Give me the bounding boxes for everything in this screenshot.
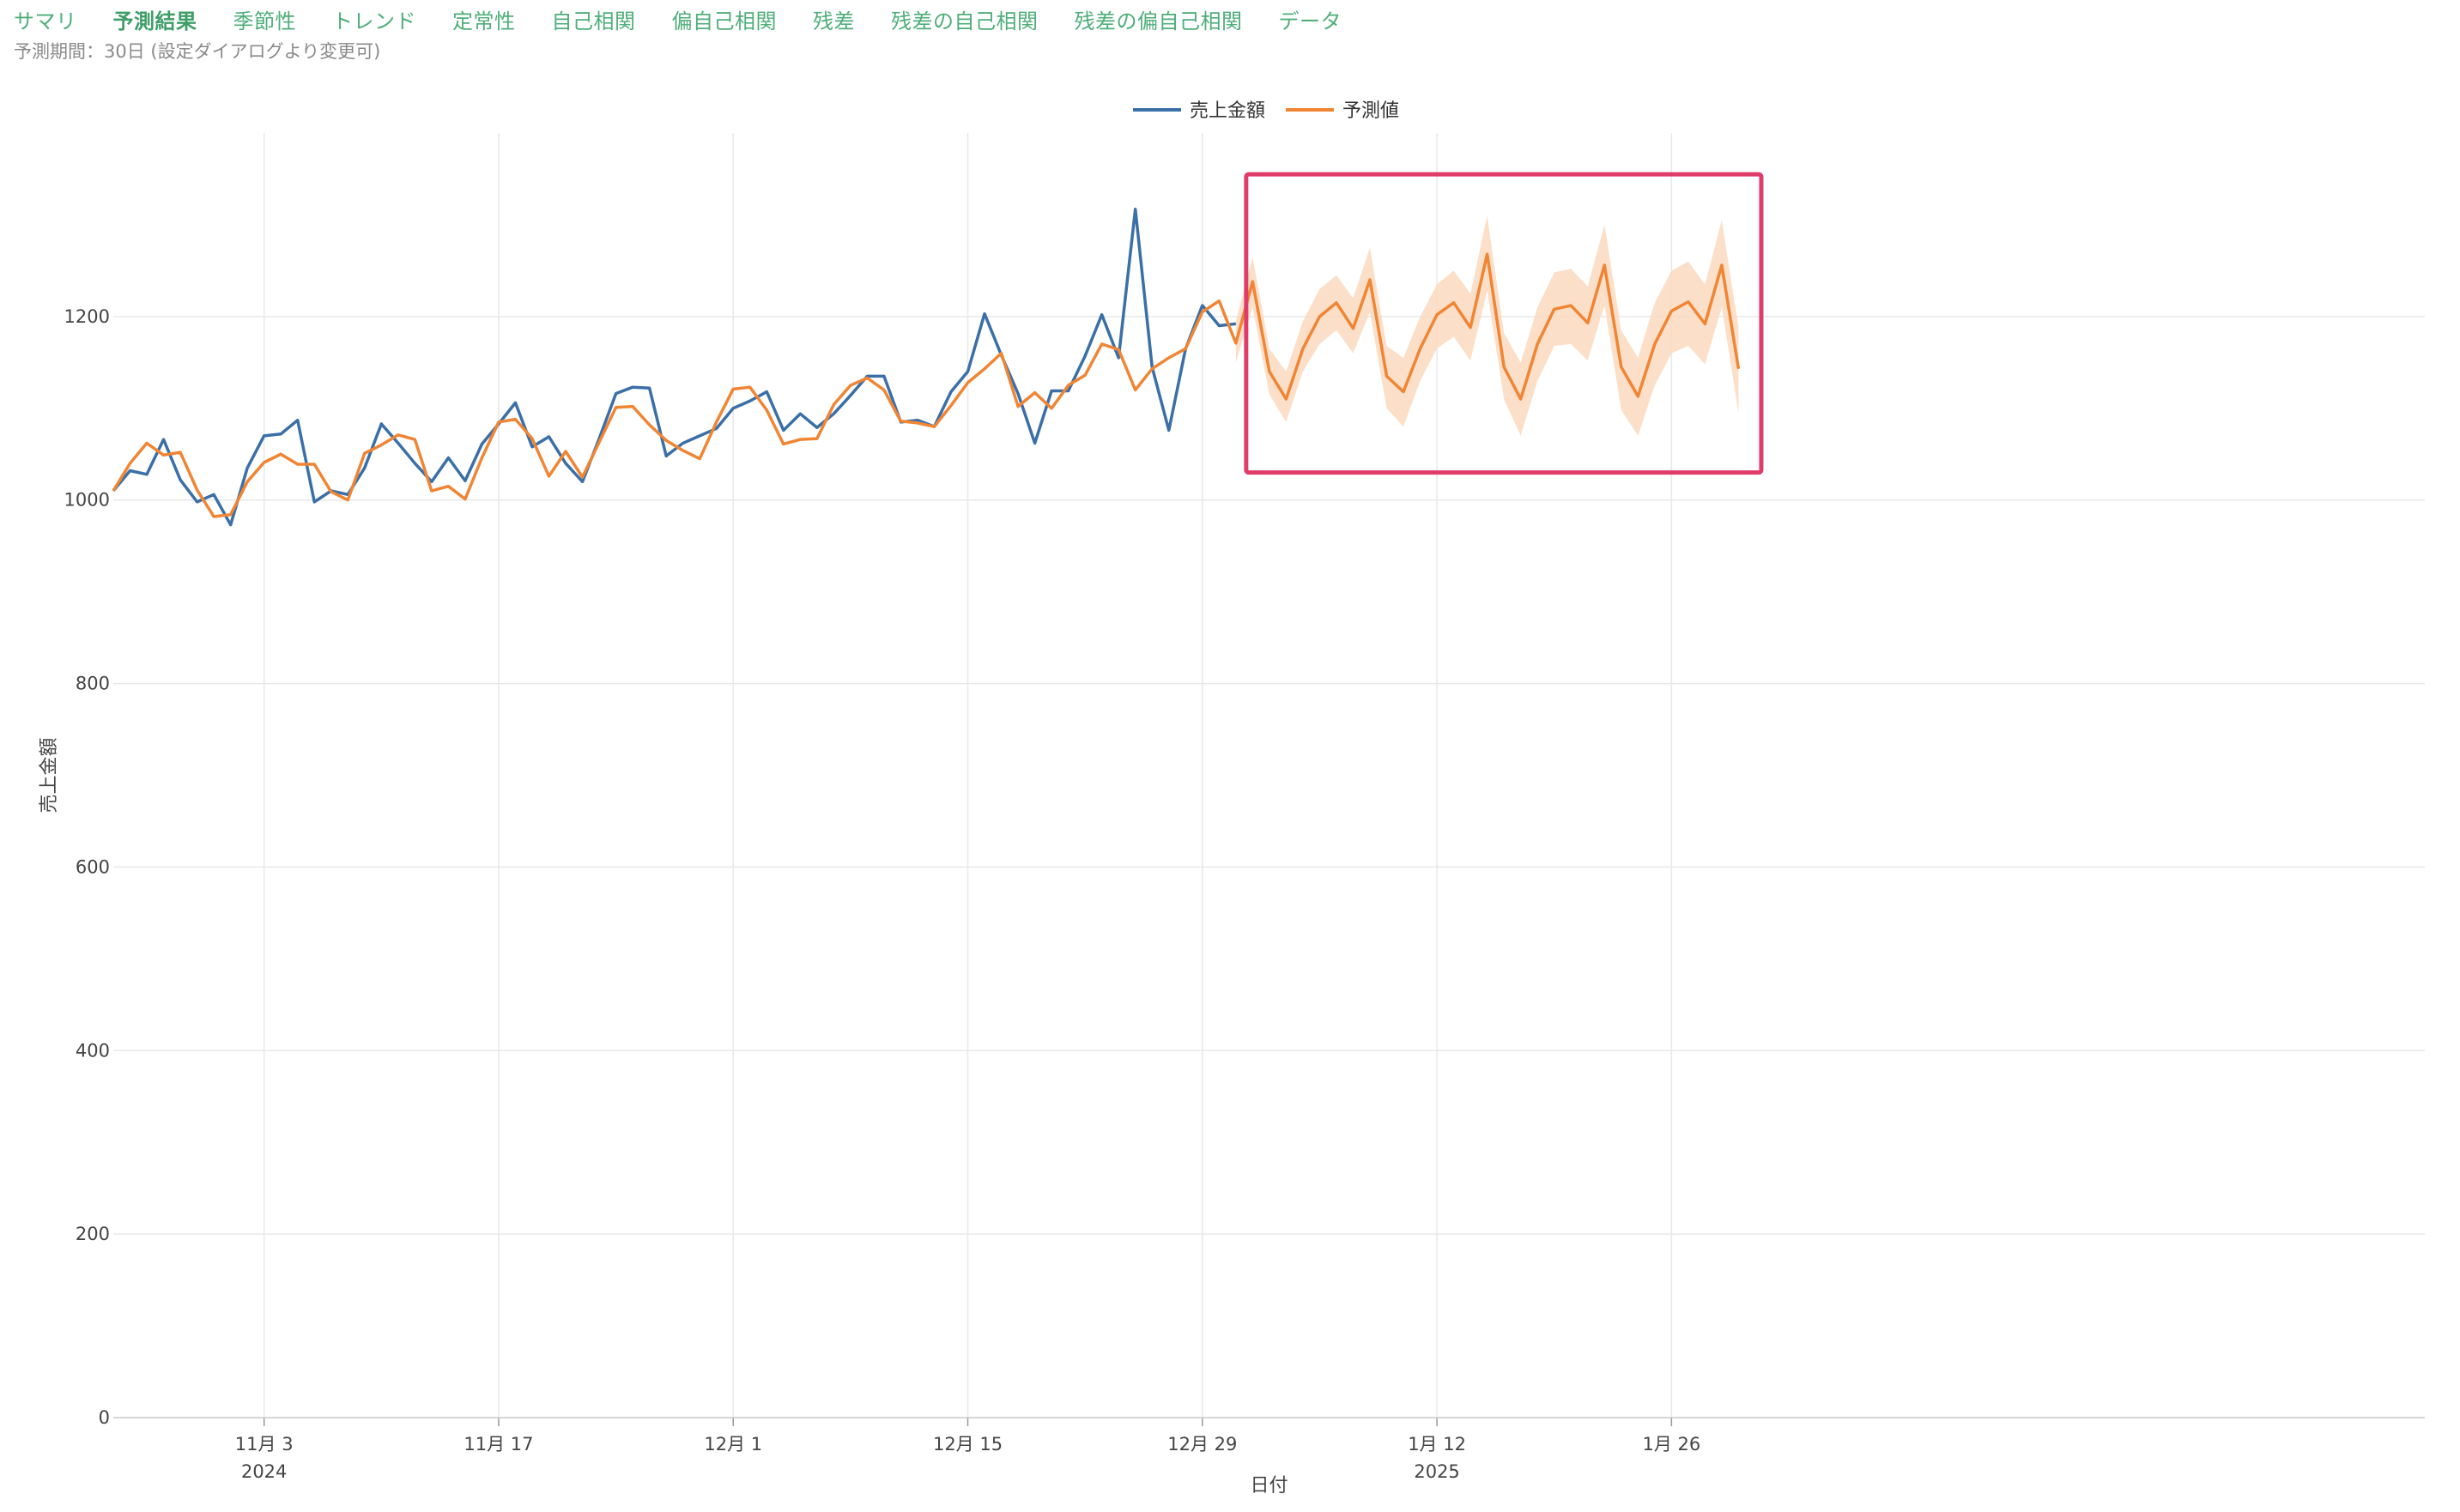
y-tick-label: 600: [76, 856, 110, 877]
x-tick-label: 1月 26: [1642, 1434, 1700, 1455]
y-axis-title: 売上金額: [39, 737, 60, 813]
predicted-line: [112, 252, 1741, 518]
x-tick-year-label: 2025: [1414, 1461, 1459, 1482]
forecast-period-note: 予測期間：30日 (設定ダイアログより変更可): [14, 41, 381, 62]
actual-sales-line: [112, 208, 1237, 527]
y-tick-label: 0: [99, 1407, 110, 1428]
x-axis-title: 日付: [1250, 1475, 1288, 1497]
x-tick-label: 11月 3: [235, 1434, 294, 1455]
x-tick-year-label: 2024: [241, 1461, 287, 1482]
tab-10[interactable]: データ: [1278, 9, 1342, 33]
y-tick-label: 1000: [64, 490, 110, 511]
y-tick-label: 1200: [64, 306, 110, 327]
tab-4[interactable]: 定常性: [452, 9, 516, 33]
y-tick-label: 400: [76, 1040, 110, 1061]
x-tick-label: 1月 12: [1408, 1434, 1466, 1455]
x-tick-label: 12月 29: [1167, 1434, 1237, 1455]
y-tick-label: 800: [76, 674, 110, 694]
x-tick-label: 11月 17: [464, 1434, 533, 1455]
tab-2[interactable]: 季節性: [233, 9, 296, 33]
tab-7[interactable]: 残差: [813, 9, 855, 33]
legend-label-actual: 売上金額: [1190, 100, 1265, 122]
tab-8[interactable]: 残差の自己相関: [891, 9, 1039, 33]
x-tick-label: 12月 1: [704, 1434, 762, 1455]
tab-6[interactable]: 偏自己相関: [671, 9, 777, 33]
tab-5[interactable]: 自己相関: [551, 9, 636, 33]
x-tick-label: 12月 15: [933, 1434, 1003, 1455]
legend-label-predicted: 予測値: [1342, 100, 1399, 122]
forecast-highlight-box: [1244, 172, 1764, 475]
tab-bar: サマリ 予測結果 季節性 トレンド 定常性 自己相関 偏自己相関 残差 残差の自己相関 残差の偏自…: [14, 0, 1378, 38]
tab-9[interactable]: 残差の偏自己相関: [1074, 9, 1243, 33]
tab-1[interactable]: 予測結果: [112, 9, 197, 33]
tab-3[interactable]: トレンド: [332, 9, 416, 33]
y-tick-label: 200: [76, 1224, 110, 1244]
tab-0[interactable]: サマリ: [14, 9, 77, 33]
